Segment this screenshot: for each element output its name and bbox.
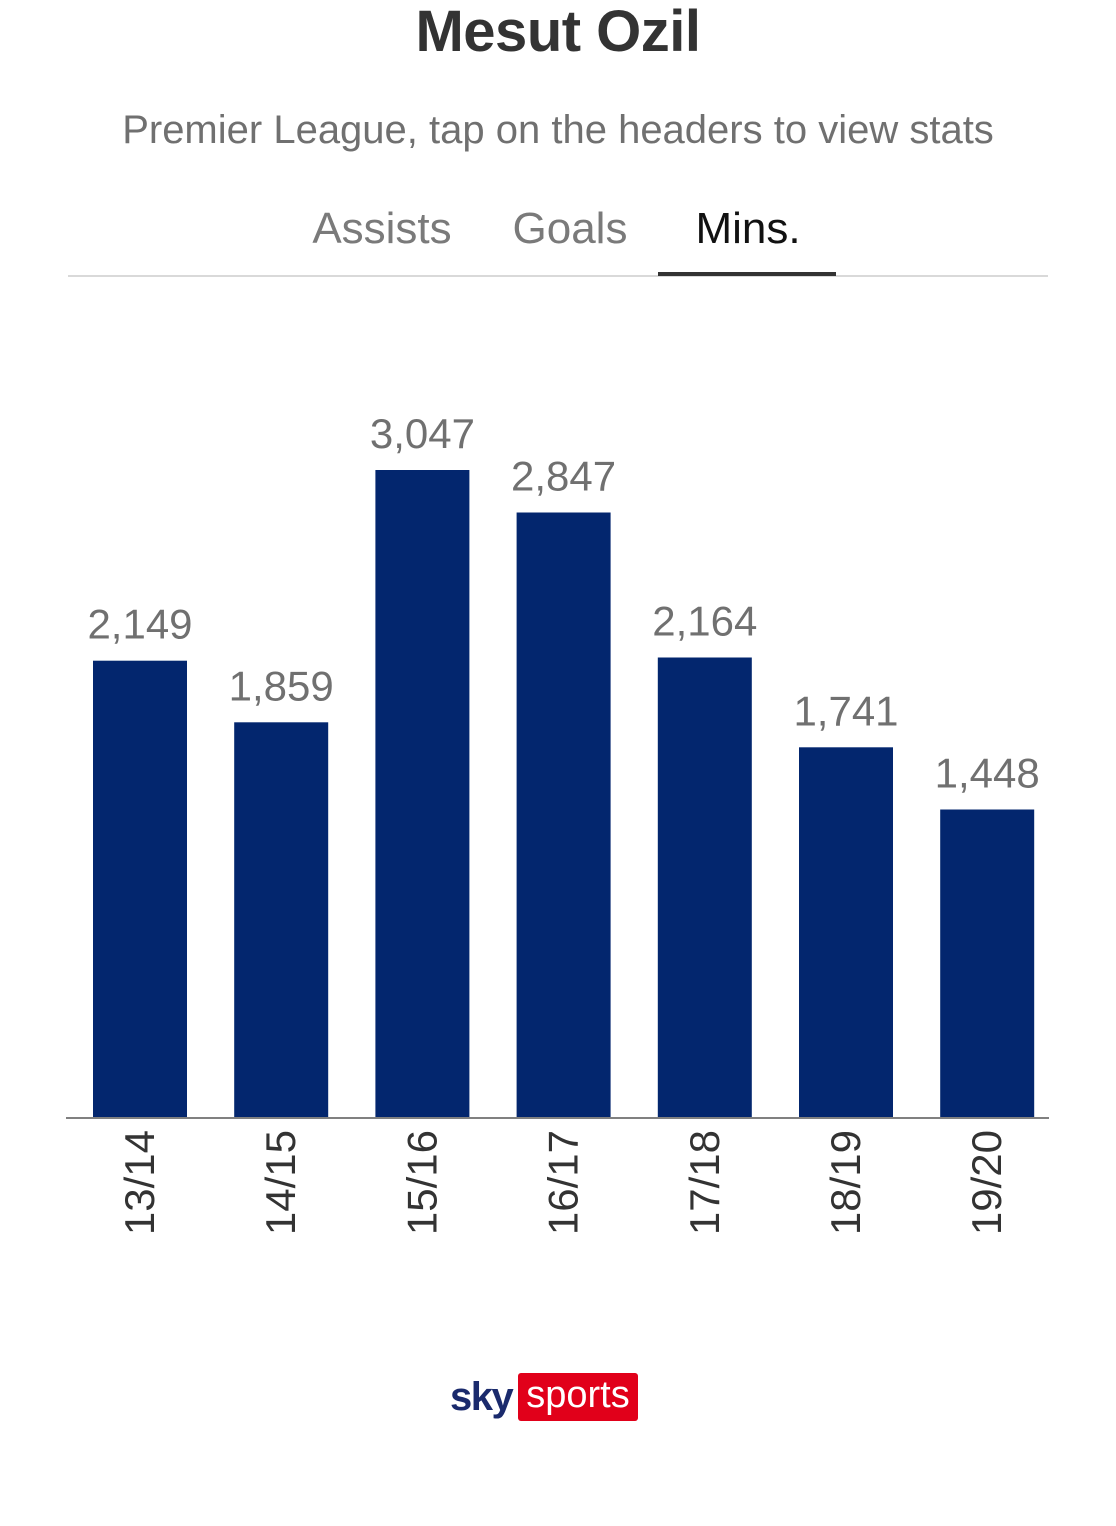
bar-17-18	[657, 657, 752, 1117]
x-tick-label: 16/17	[540, 1130, 587, 1235]
value-label: 2,149	[87, 601, 192, 648]
bar-19-20	[940, 809, 1035, 1117]
chart-title: Mesut Ozil	[415, 0, 701, 64]
value-label: 2,847	[511, 453, 616, 500]
bar-14-15	[234, 722, 329, 1117]
value-label: 2,164	[652, 598, 757, 645]
tab-goals[interactable]: Goals	[512, 204, 628, 253]
value-label: 3,047	[370, 410, 475, 457]
logo-sports-badge: sports	[518, 1373, 638, 1421]
x-tick-label: 14/15	[257, 1130, 304, 1235]
bar-16-17	[516, 512, 611, 1117]
x-tick-label: 15/16	[398, 1130, 445, 1235]
tab-mins[interactable]: Mins.	[695, 204, 801, 253]
sky-sports-logo: sky sports	[450, 1373, 638, 1421]
x-tick-label: 17/18	[681, 1130, 728, 1235]
chart-subtitle: Premier League, tap on the headers to vi…	[122, 108, 994, 152]
bar-13-14	[93, 660, 187, 1117]
tab-assists[interactable]: Assists	[312, 204, 452, 253]
value-label: 1,741	[793, 687, 898, 734]
x-tick-label: 18/19	[822, 1130, 869, 1235]
active-tab-indicator	[658, 272, 836, 276]
bar-15-16	[375, 470, 470, 1117]
bar-chart: 2,149 13/14 1,859 14/15 3,047 15/16 2,847 16/17…	[66, 410, 1049, 1235]
value-label: 1,859	[229, 662, 334, 709]
tab-divider	[68, 275, 1048, 277]
value-label: 1,448	[935, 750, 1040, 797]
x-tick-label: 13/14	[116, 1130, 163, 1235]
logo-sky-text: sky	[450, 1375, 514, 1419]
bar-18-19	[799, 747, 893, 1117]
x-tick-label: 19/20	[963, 1130, 1010, 1235]
